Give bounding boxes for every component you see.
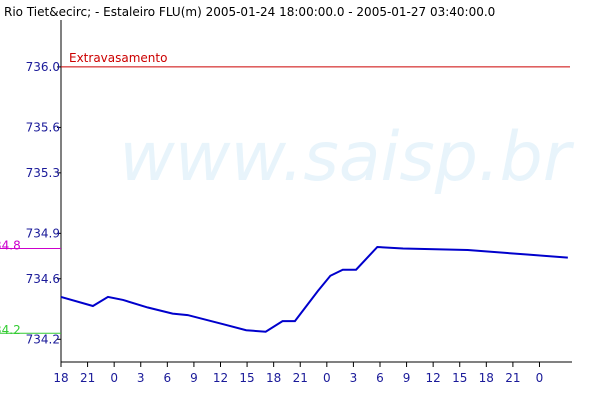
watermark: www.saisp.br [119, 118, 574, 197]
x-tick-label: 0 [110, 371, 118, 385]
x-tick-label: 21 [80, 371, 95, 385]
x-tick-label: 9 [190, 371, 198, 385]
x-tick-label: 9 [403, 371, 411, 385]
x-tick-label: 21 [293, 371, 308, 385]
y-tick-label: 736.0 [26, 60, 60, 74]
x-tick-label: 3 [350, 371, 358, 385]
data-line [60, 245, 568, 333]
y-tick-label: 734.9 [26, 226, 60, 240]
x-tick-label: 15 [239, 371, 254, 385]
marker-label: 34.8 [0, 239, 21, 253]
chart-title: Rio Tiet&ecirc; - Estaleiro FLU(m) 2005-… [4, 5, 495, 19]
x-tick-label: 0 [536, 371, 544, 385]
x-tick-label: 0 [323, 371, 331, 385]
x-tick-label: 12 [426, 371, 441, 385]
x-tick-label: 6 [164, 371, 172, 385]
y-tick-label: 735.3 [26, 166, 60, 180]
x-tick-label: 18 [53, 371, 68, 385]
y-tick-label: 734.6 [26, 272, 60, 286]
y-tick-label: 734.2 [26, 332, 60, 346]
threshold-label: Extravasamento [69, 51, 167, 65]
x-tick-label: 18 [266, 371, 281, 385]
x-tick-label: 18 [479, 371, 494, 385]
x-tick-label: 21 [505, 371, 520, 385]
marker-label: 34.2 [0, 323, 21, 337]
x-tick-label: 15 [452, 371, 467, 385]
x-tick-label: 12 [213, 371, 228, 385]
x-tick-label: 6 [376, 371, 384, 385]
y-tick-label: 735.6 [26, 120, 60, 134]
x-tick-label: 3 [137, 371, 145, 385]
